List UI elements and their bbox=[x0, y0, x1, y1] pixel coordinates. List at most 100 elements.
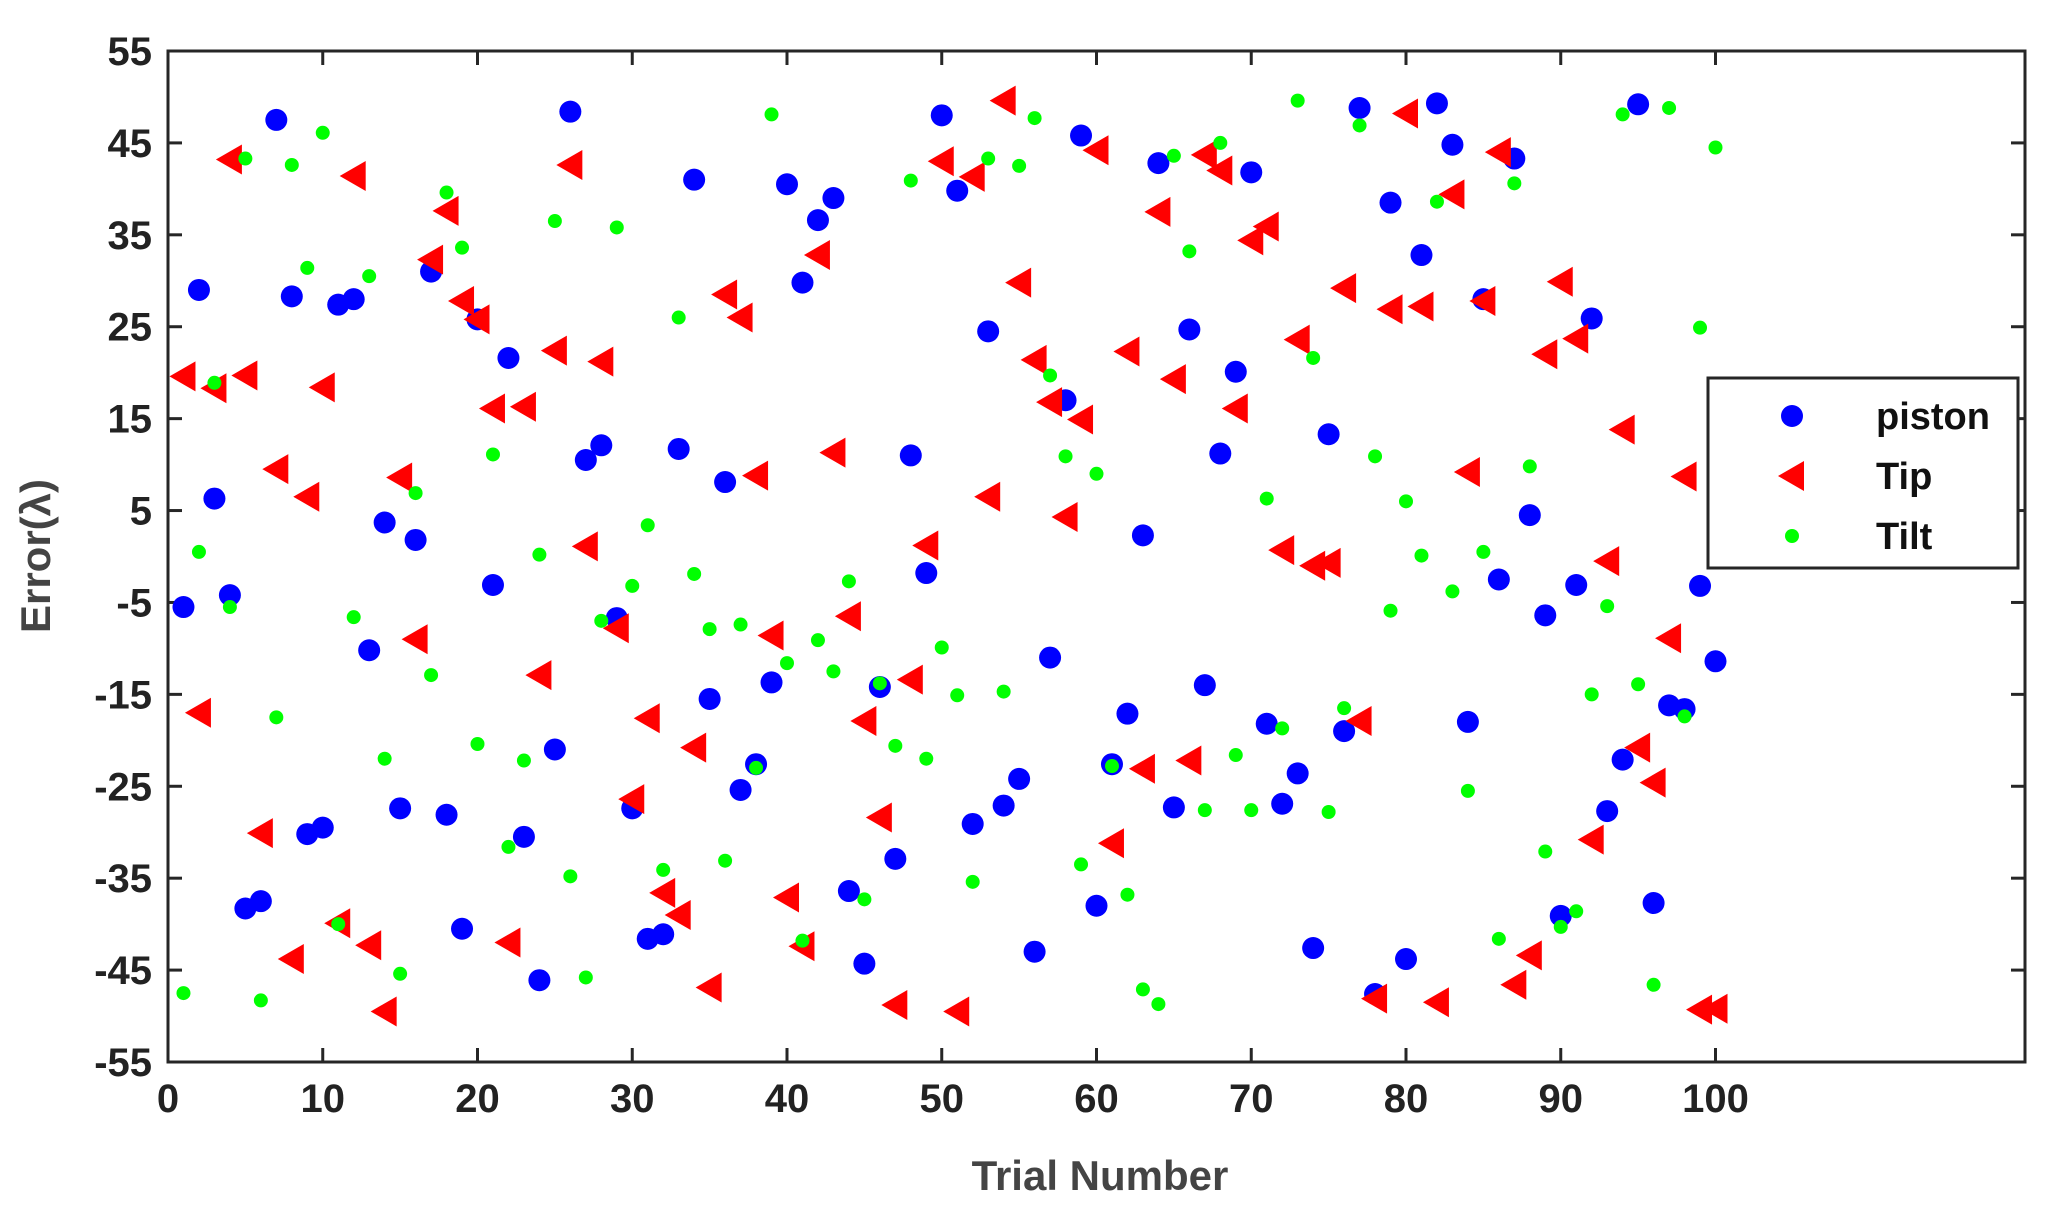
piston-point bbox=[1627, 93, 1650, 116]
piston-point bbox=[760, 671, 783, 694]
tilt-point bbox=[1120, 887, 1135, 902]
piston-point bbox=[822, 187, 845, 210]
tilt-point bbox=[1166, 148, 1181, 163]
piston-point bbox=[1255, 712, 1278, 735]
piston-point bbox=[683, 168, 706, 191]
tilt-point bbox=[888, 738, 903, 753]
tip-point bbox=[1314, 547, 1341, 578]
tilt-point bbox=[238, 151, 253, 166]
tip-point bbox=[417, 244, 444, 275]
legend-marker-tilt bbox=[1785, 529, 1799, 543]
tilt-point bbox=[609, 220, 624, 235]
tilt-point bbox=[1337, 701, 1352, 716]
y-tick-label: -25 bbox=[94, 765, 152, 809]
piston-point bbox=[574, 448, 597, 471]
tip-point bbox=[1670, 461, 1697, 492]
tip-point bbox=[494, 927, 521, 958]
tip-point bbox=[1283, 324, 1310, 355]
tip-point bbox=[618, 784, 645, 815]
tip-point bbox=[1175, 745, 1202, 776]
piston-point bbox=[837, 880, 860, 903]
tilt-point bbox=[1012, 158, 1027, 173]
tilt-point bbox=[284, 157, 299, 172]
tilt-point bbox=[1584, 687, 1599, 702]
piston-point bbox=[1209, 442, 1232, 465]
tip-point bbox=[184, 697, 211, 728]
tip-point bbox=[1113, 336, 1140, 367]
piston-point bbox=[1147, 152, 1170, 175]
y-axis-label: Error(λ) bbox=[12, 479, 59, 633]
legend-box bbox=[1706, 376, 2020, 570]
tilt-point bbox=[563, 869, 578, 884]
tilt-point bbox=[950, 688, 965, 703]
tilt-point bbox=[1708, 140, 1723, 155]
tilt-point bbox=[1631, 677, 1646, 692]
tip-point bbox=[509, 391, 536, 422]
tip-point bbox=[896, 664, 923, 695]
piston-point bbox=[884, 847, 907, 870]
piston-point bbox=[203, 487, 226, 510]
tilt-point bbox=[1383, 603, 1398, 618]
y-tick-label: 15 bbox=[108, 398, 153, 442]
tip-point bbox=[1624, 732, 1651, 763]
piston-point bbox=[280, 285, 303, 308]
piston-point bbox=[667, 437, 690, 460]
piston-point bbox=[1131, 524, 1154, 547]
piston-point bbox=[729, 778, 752, 801]
tilt-point bbox=[671, 310, 686, 325]
tip-point bbox=[726, 302, 753, 333]
tip-point bbox=[711, 279, 738, 310]
x-tick-label: 100 bbox=[1682, 1077, 1749, 1121]
tip-point bbox=[215, 144, 242, 175]
piston-point bbox=[559, 100, 582, 123]
piston-point bbox=[1425, 92, 1448, 115]
tip-point bbox=[293, 481, 320, 512]
tip-point bbox=[664, 899, 691, 930]
legend-marker-piston bbox=[1781, 405, 1803, 427]
tip-point bbox=[1082, 135, 1109, 166]
tilt-point bbox=[547, 214, 562, 229]
tilt-point bbox=[1677, 709, 1692, 724]
piston-point bbox=[1333, 720, 1356, 743]
tip-point bbox=[680, 732, 707, 763]
piston-point bbox=[961, 812, 984, 835]
piston-point bbox=[853, 952, 876, 975]
piston-point bbox=[481, 573, 504, 596]
piston-point bbox=[776, 173, 798, 196]
tilt-point bbox=[1182, 244, 1197, 259]
piston-point bbox=[1549, 904, 1572, 927]
y-tick-label: -5 bbox=[116, 581, 152, 625]
tilt-point bbox=[733, 617, 748, 632]
piston-point bbox=[1534, 604, 1557, 627]
tip-point bbox=[819, 437, 846, 468]
x-tick-labels: 0 10 20 30 40 50 60 70 80 90 100 bbox=[157, 1077, 1749, 1121]
tip-point bbox=[308, 372, 335, 403]
tilt-point bbox=[1662, 100, 1677, 115]
x-tick-label: 50 bbox=[920, 1077, 965, 1121]
piston-point bbox=[899, 444, 922, 467]
piston-point bbox=[1240, 161, 1263, 184]
tilt-point bbox=[331, 917, 346, 932]
tilt-point bbox=[919, 751, 934, 766]
piston-point bbox=[1518, 504, 1541, 527]
tip-point bbox=[1237, 225, 1264, 256]
plot-frame bbox=[166, 49, 2027, 1064]
piston-point bbox=[1642, 891, 1665, 914]
legend-label-piston: piston bbox=[1876, 396, 1990, 438]
piston-point bbox=[930, 104, 953, 127]
tilt-point bbox=[1213, 135, 1228, 150]
tip-point bbox=[277, 944, 304, 975]
tip-point bbox=[432, 195, 459, 226]
tilt-point bbox=[841, 574, 856, 589]
tip-point bbox=[695, 972, 722, 1003]
tip-point bbox=[1144, 196, 1171, 227]
tip-point bbox=[602, 613, 629, 644]
tip-point bbox=[1268, 535, 1295, 566]
piston-point bbox=[543, 738, 566, 761]
tilt-point bbox=[594, 613, 609, 628]
piston-point bbox=[1596, 800, 1619, 823]
y-tick-label: 45 bbox=[108, 122, 153, 166]
tip-point bbox=[1531, 339, 1558, 370]
piston-point bbox=[1193, 674, 1216, 697]
tilt-point bbox=[1259, 491, 1274, 506]
